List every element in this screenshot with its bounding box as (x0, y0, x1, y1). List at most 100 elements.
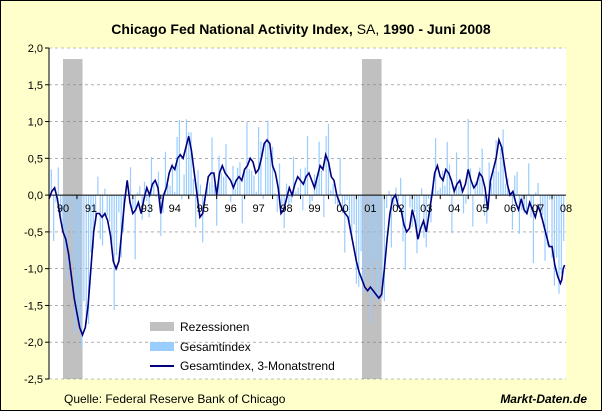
gesamtindex-bar (309, 195, 311, 206)
gesamtindex-bar (306, 136, 309, 196)
gesamtindex-bar (257, 127, 260, 196)
gesamtindex-bar (374, 195, 376, 260)
gesamtindex-bar (355, 195, 358, 284)
gesamtindex-bar (446, 141, 448, 196)
x-tick-label: 97 (252, 203, 264, 215)
gesamtindex-bar (94, 195, 97, 222)
gesamtindex-bar (69, 195, 71, 231)
gesamtindex-bar (493, 171, 495, 196)
gesamtindex-bar (178, 119, 181, 196)
x-tick-labels: 90 91 93 94 95 96 97 98 99 00 01 02 03 04 05 06 07 08 (48, 195, 572, 215)
gesamtindex-bar (334, 195, 337, 204)
gesamtindex-bar (255, 191, 257, 196)
gesamtindex-bar (323, 195, 325, 218)
x-tick-label: 90 (57, 203, 69, 215)
gesamtindex-bar (211, 137, 213, 196)
y-tick-label: -0,5 (24, 227, 43, 239)
gesamtindex-bar (251, 170, 253, 196)
gesamtindex-bar (269, 147, 271, 196)
gesamtindex-bar (467, 118, 469, 196)
gesamtindex-bar (465, 195, 467, 204)
gesamtindex-bar (67, 195, 69, 280)
y-tick-labels: 2,0 1,5 1,0 0,5 0,0 -0,5 -1,0 -1,5 -2,0 -2,5 (24, 43, 49, 386)
gesamtindex-bar (53, 195, 55, 241)
gesamtindex-bar (244, 171, 246, 196)
gesamtindex-bar (134, 195, 136, 260)
gesamtindex-bar (111, 195, 113, 246)
y-tick-label: -2,0 (24, 337, 43, 349)
gesamtindex-bar (174, 191, 176, 196)
gesamtindex-bar (516, 171, 518, 196)
gesamtindex-bar (234, 188, 236, 196)
gesamtindex-bar (283, 195, 285, 229)
legend: Rezessionen Gesamtindex Gesamtindex, 3-M… (150, 320, 335, 373)
gesamtindex-bar (139, 186, 141, 196)
gesamtindex-bar (290, 195, 292, 203)
gesamtindex-bar (164, 151, 167, 196)
x-tick-label: 95 (197, 203, 209, 215)
gesamtindex-bar (381, 195, 383, 299)
gesamtindex-bar (423, 195, 425, 238)
gesamtindex-bar (444, 185, 446, 196)
gesamtindex-bar (397, 195, 399, 202)
gesamtindex-bar (195, 195, 197, 228)
gesamtindex-bar (113, 195, 115, 310)
x-tick-label: 91 (85, 203, 97, 215)
gesamtindex-bar (488, 162, 490, 196)
legend-label-trend: Gesamtindex, 3-Monatstrend (180, 359, 335, 373)
source-note: Quelle: Federal Reserve Bank of Chicago (64, 392, 286, 406)
gesamtindex-bar (136, 192, 139, 196)
gesamtindex-bar (225, 143, 227, 196)
gesamtindex-bar (437, 190, 439, 196)
gesamtindex-bar (511, 195, 514, 230)
gesamtindex-bar (192, 178, 194, 196)
gesamtindex-bar (502, 129, 504, 196)
gesamtindex-bar (74, 195, 76, 334)
gesamtindex-bar (365, 195, 367, 285)
gesamtindex-bar (518, 195, 521, 234)
gesamtindex-bar (539, 195, 541, 218)
gesamtindex-bar (246, 121, 248, 196)
gesamtindex-bar (409, 195, 411, 208)
gesamtindex-bar (474, 181, 476, 196)
gesamtindex-bar (497, 171, 500, 196)
gesamtindex-bar (425, 195, 427, 248)
gesamtindex-bar (90, 195, 92, 253)
y-tick-label: 2,0 (28, 43, 43, 55)
gesamtindex-bar (476, 178, 479, 196)
legend-label-gesamtindex: Gesamtindex (180, 340, 251, 354)
gesamtindex-bar (362, 195, 364, 295)
gesamtindex-bar (341, 195, 344, 214)
gesamtindex-bar (176, 136, 178, 196)
gesamtindex-bar (311, 195, 313, 202)
gesamtindex-bar (379, 195, 381, 296)
gesamtindex-bar (490, 183, 493, 196)
gesamtindex-bar (483, 195, 486, 216)
gesamtindex-bar (416, 195, 418, 254)
x-tick-label: 08 (560, 203, 572, 215)
x-tick-label: 94 (169, 203, 181, 215)
gesamtindex-bar (108, 195, 111, 222)
chart-title: Chicago Fed National Activity Index, SA, 1… (111, 21, 491, 37)
gesamtindex-bar (295, 191, 297, 196)
gesamtindex-bar (427, 195, 430, 199)
gesamtindex-bar (60, 195, 62, 222)
gesamtindex-bar (376, 195, 378, 303)
gesamtindex-bar (325, 136, 327, 196)
x-tick-label: 96 (225, 203, 237, 215)
gesamtindex-bar (148, 195, 150, 218)
chart-title-main: Chicago Fed National Activity Index, (111, 21, 352, 37)
gesamtindex-bar (81, 195, 83, 347)
gesamtindex-bar (55, 195, 57, 203)
x-tick-label: 93 (141, 203, 153, 215)
gesamtindex-bar (537, 182, 539, 196)
gesamtindex-bar (292, 156, 295, 196)
gesamtindex-bar (285, 183, 288, 196)
gesamtindex-bar (143, 181, 146, 196)
gesamtindex-bar (129, 167, 132, 196)
y-tick-label: -2,5 (24, 374, 43, 386)
gesamtindex-bar (64, 195, 66, 250)
x-tick-label: 99 (308, 203, 320, 215)
y-tick-label: -1,5 (24, 300, 43, 312)
legend-label-rezessionen: Rezessionen (180, 320, 249, 334)
